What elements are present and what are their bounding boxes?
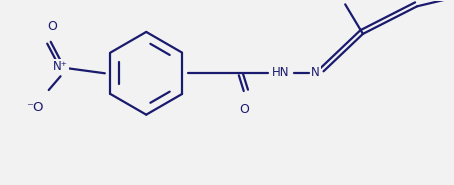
Text: N⁺: N⁺ — [53, 60, 68, 73]
Text: ⁻O: ⁻O — [26, 101, 44, 114]
Text: O: O — [48, 19, 58, 33]
Text: O: O — [239, 103, 249, 116]
Text: HN: HN — [271, 66, 289, 79]
Text: N: N — [311, 66, 320, 79]
